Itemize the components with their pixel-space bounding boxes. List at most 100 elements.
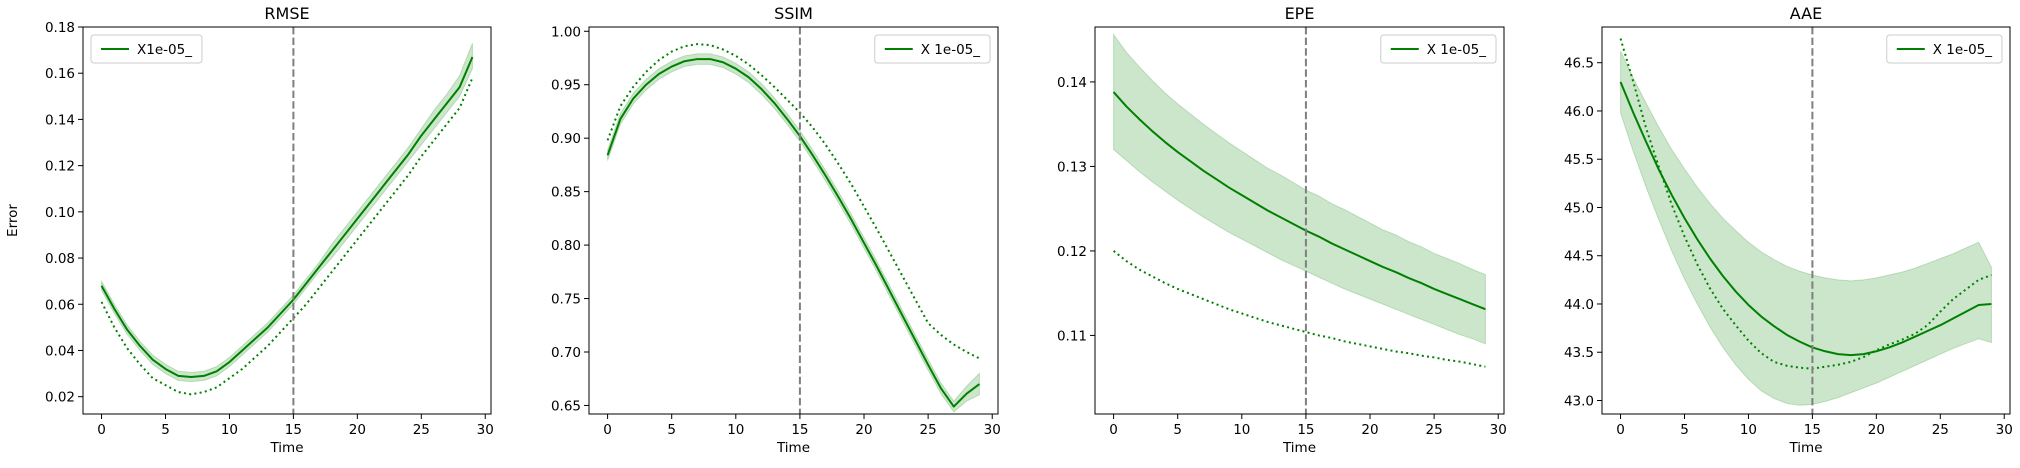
y-tick-label: 0.08 (45, 251, 75, 267)
panel-title: AAE (1790, 4, 1822, 23)
solid-series-line (606, 58, 981, 408)
x-axis-label: Time (1282, 440, 1316, 456)
y-tick-label: 0.70 (551, 345, 581, 361)
dotted-series-line (100, 77, 474, 396)
y-tick-label: 0.13 (1057, 159, 1087, 175)
y-tick-label: 0.12 (1057, 244, 1087, 260)
ssim-panel: 0 5 10 15 20 25 30 0.65 0.70 0.75 0.80 0.85 0.90 0.95… (551, 4, 1001, 456)
confidence-band (1620, 50, 1992, 406)
solid-series-line (1112, 91, 1486, 311)
y-tick-label: 45.5 (1564, 152, 1594, 168)
axes-frame (82, 26, 492, 415)
y-tick-label: 0.95 (551, 78, 581, 94)
dotted-series-line (606, 43, 980, 360)
x-tick-label: 0 (1109, 422, 1118, 438)
axes-frame (588, 26, 999, 415)
y-tick-label: 0.16 (45, 66, 75, 82)
confidence-band (607, 53, 980, 413)
x-axis-label: Time (269, 440, 303, 456)
epe-panel: 0 5 10 15 20 25 30 0.11 0.12 0.13 0.14 EPE Time X … (1057, 4, 1507, 456)
panel-title: RMSE (264, 4, 309, 23)
panel-title: SSIM (774, 4, 813, 23)
x-tick-label: 25 (1426, 422, 1443, 438)
x-tick-label: 25 (1932, 422, 1949, 438)
y-tick-label: 44.5 (1564, 249, 1594, 265)
plot-area: 0 5 10 15 20 25 30 0.65 0.70 0.75 0.80 0.85 0.90 0.95… (551, 24, 1001, 438)
x-tick-label: 0 (1616, 422, 1625, 438)
legend-label: X 1e-05_ (921, 42, 980, 58)
y-tick-label: 0.18 (45, 20, 75, 36)
legend: X1e-05_ (90, 34, 203, 64)
y-tick-label: 0.02 (45, 390, 75, 406)
y-tick-label: 0.65 (551, 398, 581, 414)
legend-label: X1e-05_ (137, 42, 192, 58)
dotted-series-line (1112, 250, 1486, 368)
y-tick-label: 45.0 (1564, 200, 1594, 216)
y-tick-label: 0.85 (551, 185, 581, 201)
y-tick-label: 0.11 (1057, 328, 1087, 344)
x-tick-label: 30 (984, 422, 1001, 438)
y-tick-label: 0.12 (45, 159, 75, 175)
y-tick-label: 0.75 (551, 292, 581, 308)
dotted-series-line (1619, 38, 1992, 370)
legend-label: X 1e-05_ (1933, 42, 1992, 58)
axes-frame (1601, 26, 2011, 415)
y-tick-label: 0.14 (1057, 75, 1087, 91)
x-tick-label: 25 (920, 422, 937, 438)
y-axis-label: Error (5, 204, 21, 237)
legend-box (1886, 34, 2003, 64)
y-tick-label: 46.5 (1564, 56, 1594, 72)
legend: X 1e-05_ (874, 34, 991, 64)
y-tick-label: 43.5 (1564, 345, 1594, 361)
confidence-band (1113, 33, 1486, 345)
rmse-panel: 0 5 10 15 20 25 30 0.02 0.04 0.06 0.08 0.10 0.12 0.14… (5, 4, 494, 456)
y-tick-label: 0.90 (551, 131, 581, 147)
x-tick-label: 5 (667, 422, 676, 438)
x-tick-label: 30 (477, 422, 494, 438)
legend: X 1e-05_ (1886, 34, 2003, 64)
x-tick-label: 20 (1868, 422, 1885, 438)
x-tick-label: 25 (413, 422, 430, 438)
x-tick-label: 20 (855, 422, 872, 438)
x-tick-label: 15 (1297, 422, 1314, 438)
y-tick-label: 0.06 (45, 297, 75, 313)
confidence-band (101, 42, 473, 383)
legend-box (874, 34, 991, 64)
y-tick-label: 0.04 (45, 343, 75, 359)
y-tick-label: 1.00 (551, 24, 581, 40)
panel-title: EPE (1285, 4, 1315, 23)
y-tick-label: 44.0 (1564, 297, 1594, 313)
aae-panel: 0 5 10 15 20 25 30 43.0 43.5 44.0 44.5 45.0 45.5 46.0… (1564, 4, 2013, 456)
x-tick-label: 10 (727, 422, 744, 438)
x-tick-label: 10 (1233, 422, 1250, 438)
solid-series-line (100, 56, 474, 379)
x-tick-label: 10 (221, 422, 238, 438)
y-tick-label: 46.0 (1564, 104, 1594, 120)
y-tick-label: 0.10 (45, 205, 75, 221)
y-tick-label: 43.0 (1564, 393, 1594, 409)
axes-frame (1094, 26, 1505, 415)
x-tick-label: 20 (1361, 422, 1378, 438)
plot-area: 0 5 10 15 20 25 30 0.02 0.04 0.06 0.08 0.10 0.12 0.14… (45, 20, 494, 438)
x-tick-label: 5 (161, 422, 170, 438)
plot-area: 0 5 10 15 20 25 30 43.0 43.5 44.0 44.5 45.0 45.5 46.0… (1564, 26, 2013, 438)
legend-box (90, 34, 203, 64)
x-tick-label: 15 (285, 422, 302, 438)
x-tick-label: 0 (603, 422, 612, 438)
x-tick-label: 30 (1996, 422, 2013, 438)
x-tick-label: 0 (97, 422, 106, 438)
legend: X 1e-05_ (1380, 34, 1497, 64)
legend-box (1380, 34, 1497, 64)
x-tick-label: 15 (1804, 422, 1821, 438)
y-tick-label: 0.14 (45, 112, 75, 128)
solid-series-line (1619, 81, 1992, 357)
x-tick-label: 20 (349, 422, 366, 438)
x-tick-label: 10 (1740, 422, 1757, 438)
x-tick-label: 5 (1173, 422, 1182, 438)
plot-area: 0 5 10 15 20 25 30 0.11 0.12 0.13 0.14 (1057, 26, 1507, 438)
x-tick-label: 30 (1490, 422, 1507, 438)
legend-label: X 1e-05_ (1427, 42, 1486, 58)
x-axis-label: Time (1788, 440, 1822, 456)
x-tick-label: 5 (1680, 422, 1689, 438)
